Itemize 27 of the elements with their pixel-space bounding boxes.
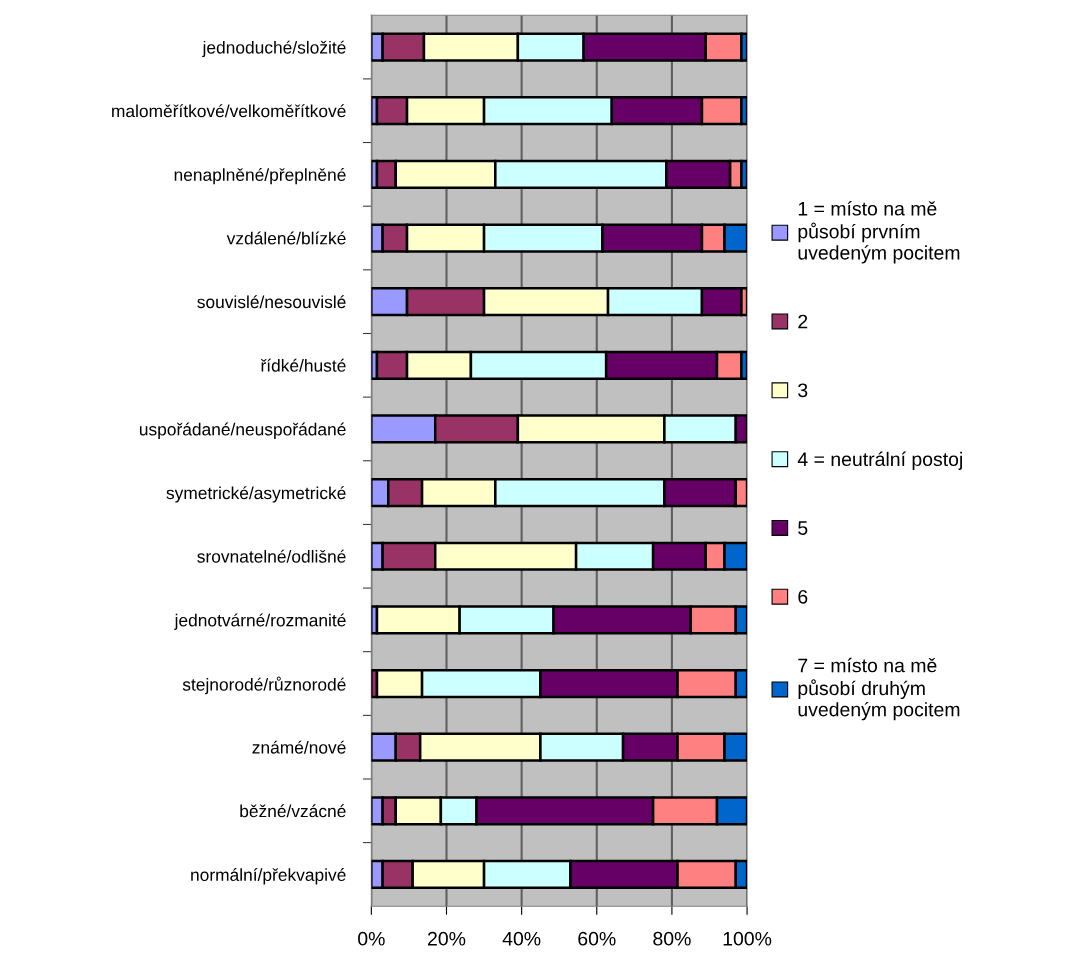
legend-label: 3 [798,383,808,398]
legend-label: 5 [798,521,808,535]
x-tick-label: 0% [358,931,385,946]
x-tick-label: 80% [653,931,691,946]
x-tick-label: 40% [502,931,541,946]
x-tick-label: 100% [723,931,772,946]
x-tick-label: 60% [578,931,616,946]
y-tick-label: stejnorodé/různorodé [182,676,346,695]
legend-label: 1 = místo na mě působí prvním uvedeným pocitem [798,201,960,264]
y-tick-label: jednotvárné/rozmanité [174,613,346,630]
y-tick-label: maloměřítkové/velkoměřítkové [112,104,346,118]
y-tick-label: normální/překvapivé [191,868,346,885]
y-tick-label: nenaplněné/přeplněné [174,167,346,185]
legend-label: 7 = místo na mě působí druhým uvedeným pocitem [798,657,960,721]
y-tick-label: řídké/husté [260,358,346,372]
y-tick-label: symetrické/asymetrické [166,486,346,503]
y-tick-label: srovnatelné/odlišné [197,549,346,563]
x-tick-label: 20% [428,931,466,946]
legend-label: 6 [798,589,808,604]
y-tick-label: běžné/vzácné [240,804,346,818]
legend-label: 2 [798,314,808,329]
y-tick-label: známé/nové [252,740,346,754]
legend-label: 4 = neutrální postoj [797,451,962,470]
y-tick-label: jednoduché/složité [202,40,346,58]
y-tick-label: souvislé/nesouvislé [197,295,346,309]
y-tick-label: uspořádané/neuspořádané [139,422,346,439]
y-tick-label: vzdálené/blízké [226,231,346,245]
